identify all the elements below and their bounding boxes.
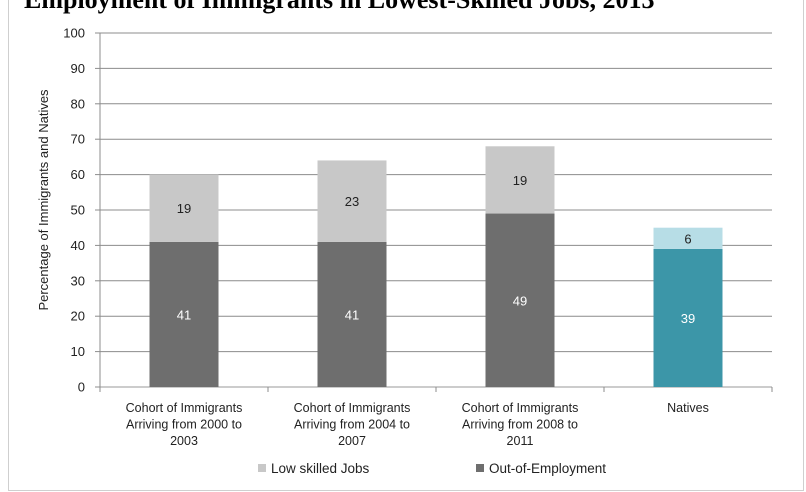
bar-segment-low-skilled-jobs (653, 227, 723, 249)
bar-segment-low-skilled-jobs (317, 160, 387, 242)
category-label: Cohort of Immigrants (294, 401, 411, 415)
category-label: Cohort of Immigrants (462, 401, 579, 415)
y-tick-label: 30 (71, 273, 85, 288)
y-tick-label: 20 (71, 309, 85, 324)
category-label: Arriving from 2008 to (462, 418, 578, 432)
y-tick-label: 10 (71, 344, 85, 359)
bar-segment-out-of-employment (149, 241, 219, 387)
category-label: 2007 (338, 434, 366, 448)
bars: 41 19 41 23 49 19 39 6 (149, 146, 723, 387)
data-label: 49 (513, 293, 527, 308)
category-label: Cohort of Immigrants (126, 401, 243, 415)
bar-segment-out-of-employment (485, 213, 555, 387)
bar-segment-out-of-employment (653, 248, 723, 387)
data-label: 19 (177, 201, 191, 216)
y-tick-label: 60 (71, 167, 85, 182)
bar-segment-out-of-employment (317, 241, 387, 387)
legend: Low skilled Jobs Out-of-Employment (258, 461, 606, 476)
y-axis-ticks: 0 10 20 30 40 50 60 70 80 90 100 (63, 26, 100, 395)
y-tick-label: 50 (71, 203, 85, 218)
bar-segment-low-skilled-jobs (149, 174, 219, 242)
category-label: 2011 (507, 434, 534, 448)
y-tick-label: 90 (71, 61, 85, 76)
y-tick-label: 80 (71, 96, 85, 111)
category-label: Arriving from 2004 to (294, 418, 410, 432)
y-tick-label: 40 (71, 238, 85, 253)
bar-segment-low-skilled-jobs (485, 146, 555, 214)
page-title: Employment of Immigrants in Lowest-Skill… (24, 0, 655, 17)
data-label: 23 (345, 194, 359, 209)
category-label: Natives (667, 401, 709, 415)
data-label: 19 (513, 173, 527, 188)
y-tick-label: 70 (71, 132, 85, 147)
legend-swatch (258, 464, 266, 472)
data-label: 41 (177, 307, 191, 322)
category-label: 2003 (170, 434, 198, 448)
x-axis-labels: Cohort of Immigrants Arriving from 2000 t… (126, 401, 709, 448)
chart-frame (8, 0, 804, 491)
legend-swatch (476, 464, 484, 472)
legend-label: Low skilled Jobs (271, 461, 370, 476)
legend-label: Out-of-Employment (489, 461, 606, 476)
data-label: 41 (345, 307, 359, 322)
category-label: Arriving from 2000 to (126, 418, 242, 432)
data-label: 39 (681, 311, 695, 326)
y-axis-label: Percentage of Immigrants and Natives (36, 89, 51, 311)
y-tick-label: 100 (63, 26, 85, 41)
y-tick-label: 0 (78, 380, 85, 395)
data-label: 6 (684, 231, 691, 246)
